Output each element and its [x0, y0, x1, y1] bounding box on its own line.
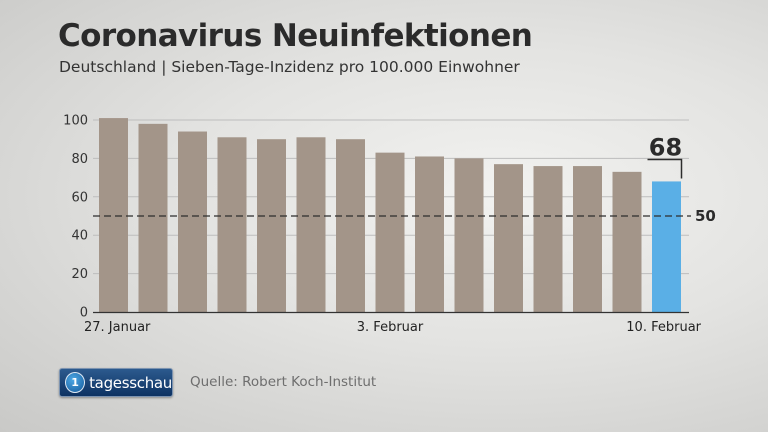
bar	[178, 131, 207, 312]
x-tick-label: 10. Februar	[626, 320, 701, 335]
chart-subtitle: Deutschland | Sieben-Tage-Inzidenz pro 1…	[59, 58, 520, 76]
bar	[612, 171, 642, 312]
bar	[454, 158, 484, 312]
y-tick-label: 100	[63, 114, 88, 129]
bar	[336, 139, 365, 312]
y-tick-label: 80	[71, 152, 88, 167]
bar	[573, 166, 602, 312]
y-tick-label: 40	[71, 229, 88, 244]
callout-bracket	[647, 158, 683, 179]
bar-highlight	[652, 181, 681, 312]
bar	[375, 152, 405, 312]
bar	[494, 164, 523, 312]
bar	[217, 137, 247, 312]
bar	[138, 123, 168, 312]
x-tick-label: 27. Januar	[84, 320, 151, 335]
bar	[296, 137, 326, 312]
bar	[415, 156, 444, 312]
x-tick-label: 3. Februar	[357, 320, 424, 335]
bar	[533, 166, 563, 312]
y-tick-label: 0	[80, 306, 88, 321]
bar	[99, 118, 128, 312]
logo-emblem-icon: 1	[65, 372, 86, 393]
y-tick-label: 60	[71, 190, 88, 205]
reference-line-label: 50	[695, 207, 716, 225]
bar	[257, 139, 286, 312]
chart-title: Coronavirus Neuinfektionen	[58, 18, 533, 54]
logo-text: tagesschau	[89, 373, 172, 392]
y-tick-label: 20	[71, 267, 88, 282]
callout-value-label: 68	[649, 133, 682, 161]
tagesschau-logo: 1 tagesschau	[59, 368, 173, 397]
source-note: Quelle: Robert Koch-Institut	[190, 374, 377, 390]
